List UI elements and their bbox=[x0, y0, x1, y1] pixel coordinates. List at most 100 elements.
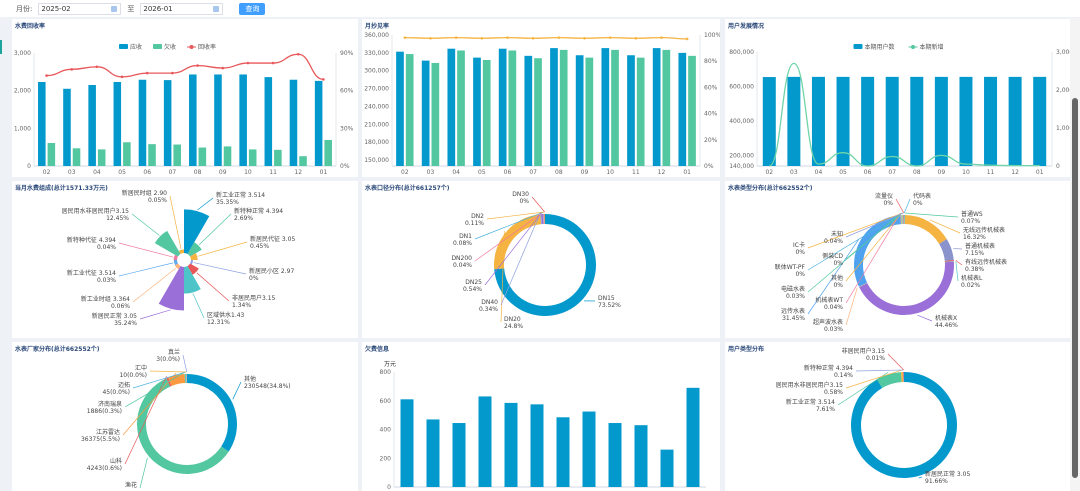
bar bbox=[457, 50, 465, 166]
slice-name: 居民用水非居民用户3.15 bbox=[62, 207, 130, 215]
bar bbox=[585, 57, 594, 166]
slice-name: IC卡 bbox=[793, 241, 805, 249]
bar bbox=[324, 140, 332, 166]
slice-name: 山科 bbox=[110, 457, 122, 465]
slice-name: 新工业正常 3.514 bbox=[786, 398, 835, 406]
query-button[interactable]: 查询 bbox=[239, 2, 266, 15]
x-tick-label: 01 bbox=[683, 169, 691, 176]
bar bbox=[198, 147, 207, 166]
bar bbox=[163, 80, 172, 166]
line-point bbox=[634, 36, 638, 40]
label-leader bbox=[807, 212, 903, 249]
label-leader bbox=[118, 242, 174, 258]
slice-percent: 12.45% bbox=[106, 215, 129, 222]
scrollbar[interactable] bbox=[1070, 18, 1080, 491]
slice-label: 其他 230548(34.8%) bbox=[244, 375, 291, 390]
slice-percent: 7.61% bbox=[816, 406, 835, 413]
line-point bbox=[45, 74, 48, 77]
bar bbox=[289, 79, 298, 166]
start-month-input[interactable]: 2025-02 bbox=[38, 2, 122, 15]
bar bbox=[627, 55, 635, 166]
bar bbox=[426, 419, 440, 487]
donut-slice bbox=[184, 374, 186, 384]
bar bbox=[686, 387, 700, 487]
slice-percent: 0.45% bbox=[250, 243, 269, 250]
bar bbox=[530, 404, 544, 487]
panel-title: 水表类型分布(总计662552个) bbox=[728, 185, 813, 192]
panel-title: 水表口径分布(总计661257个) bbox=[365, 185, 450, 192]
slice-label: 山科 4243(0.6%) bbox=[87, 457, 122, 472]
slice-label: 新居民正常 3.05 91.66% bbox=[925, 470, 970, 485]
label-leader bbox=[531, 196, 546, 213]
rose-slice bbox=[174, 263, 181, 270]
donut-slice bbox=[944, 259, 954, 262]
slice-percent: 44.46% bbox=[935, 322, 958, 329]
to-label: 至 bbox=[127, 4, 135, 13]
slice-label: 非居民用户3.15 0.01% bbox=[842, 347, 886, 362]
donut-slice bbox=[901, 215, 903, 225]
slice-label: 新工业代征 3.514 0.03% bbox=[67, 269, 116, 284]
donut-slice bbox=[904, 215, 947, 244]
x-tick-label: 08 bbox=[555, 169, 563, 176]
slice-label: 汇中 10(0.0%) bbox=[119, 364, 147, 379]
bar bbox=[652, 48, 661, 166]
label-leader bbox=[131, 213, 160, 236]
bar bbox=[608, 423, 622, 487]
donut-slice bbox=[544, 214, 545, 225]
donut-slice bbox=[903, 372, 904, 383]
slice-percent: 0.14% bbox=[834, 372, 853, 379]
x-tick-label: 10 bbox=[244, 169, 252, 176]
calendar-icon[interactable] bbox=[111, 5, 118, 12]
slice-name: 普通WS bbox=[961, 210, 983, 218]
donut-slice bbox=[166, 377, 172, 387]
slice-name: 机械表L bbox=[961, 274, 983, 282]
legend-label: 欠收 bbox=[164, 43, 176, 51]
y2-tick-label: 0 bbox=[1056, 163, 1060, 170]
slice-label: 联体WT-PF 0% bbox=[775, 263, 806, 278]
chart-svg: 140,000 200,000 400,000 600,000 800,000 0 1,00… bbox=[729, 43, 1070, 176]
scrollbar-thumb[interactable] bbox=[1072, 98, 1078, 478]
y-tick-label: 210,000 bbox=[364, 121, 389, 128]
rose-slice bbox=[190, 260, 193, 265]
x-tick-label: 02 bbox=[43, 169, 51, 176]
slice-name: 电磁水表 bbox=[781, 285, 805, 293]
calendar-icon[interactable] bbox=[213, 5, 220, 12]
panel-title: 欠费信息 bbox=[365, 346, 390, 353]
slice-label: DN25 0.54% bbox=[463, 279, 482, 293]
slice-label: 新工业时组 3.364 0.06% bbox=[81, 295, 130, 310]
slice-label: 流量仪 0% bbox=[875, 192, 893, 207]
label-leader bbox=[845, 369, 903, 389]
slice-percent: 230548(34.8%) bbox=[244, 383, 291, 390]
slice-percent: 0% bbox=[249, 275, 259, 282]
y-unit-label: 万元 bbox=[384, 361, 396, 368]
y2-tick-label: 60% bbox=[704, 84, 718, 91]
donut-slice bbox=[901, 215, 903, 225]
slice-percent: 0% bbox=[833, 260, 843, 267]
x-tick-label: 06 bbox=[143, 169, 151, 176]
x-tick-label: 07 bbox=[169, 169, 177, 176]
bar bbox=[63, 88, 71, 166]
bar bbox=[524, 55, 533, 166]
x-tick-label: 08 bbox=[913, 169, 921, 176]
label-leader bbox=[192, 293, 205, 319]
y-tick-label: 0 bbox=[387, 484, 391, 491]
x-tick-label: 09 bbox=[938, 169, 946, 176]
panel-title: 用户类型分布 bbox=[728, 346, 765, 353]
label-leader bbox=[486, 211, 545, 220]
slice-label: 机械表WT 0.04% bbox=[815, 296, 843, 311]
line-point bbox=[480, 36, 484, 40]
line-point bbox=[246, 61, 250, 65]
bar bbox=[447, 48, 456, 167]
legend-dot-icon bbox=[189, 45, 194, 49]
bar bbox=[123, 142, 131, 166]
chart-svg: 其他 230548(34.8%) 渔花 山科 4243(0.6%) 江苏雷达 36375(5… bbox=[81, 348, 291, 489]
end-month-input[interactable]: 2026-01 bbox=[140, 2, 224, 15]
donut-slice bbox=[541, 214, 544, 225]
slice-percent: 0.07% bbox=[961, 218, 980, 225]
series-line bbox=[768, 62, 1040, 167]
slice-label: 无线远传机械表 16.32% bbox=[963, 226, 1005, 241]
bar bbox=[787, 76, 801, 166]
slice-label: 有线远传机械表 0.38% bbox=[965, 258, 1007, 273]
bar bbox=[396, 51, 404, 166]
slice-name: 新工业代征 3.514 bbox=[67, 269, 116, 277]
